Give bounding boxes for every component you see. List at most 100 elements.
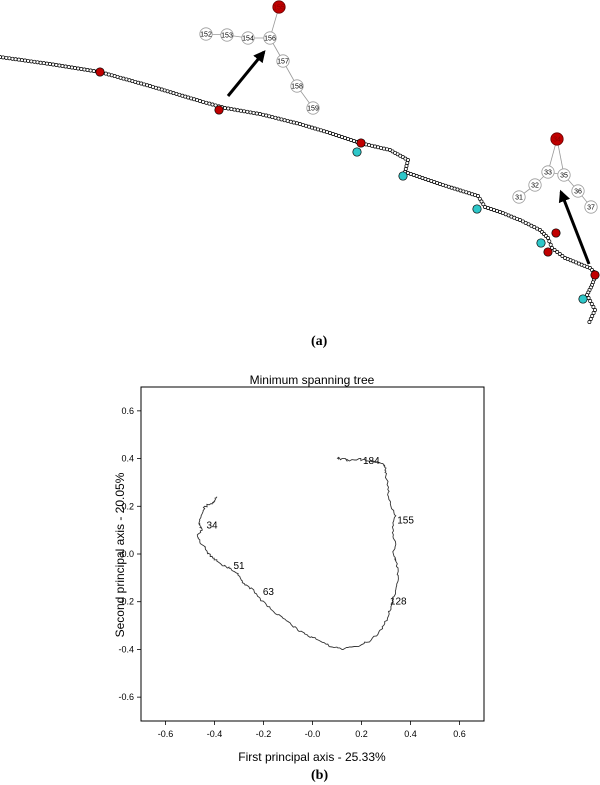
chain-bead-4 [10,56,15,61]
y-tick-label-1: 0.4 [121,454,134,464]
cyan-marker-1 [398,171,408,181]
inset1-node-153 [220,28,234,42]
x-tick-label-4: 0.2 [355,729,368,739]
chain-bead-21 [63,64,68,69]
chain-bead-67 [201,99,206,104]
annotation-184: 184 [363,456,380,467]
chain-bead-12 [35,60,40,65]
chain-bead-77 [232,107,237,112]
chain-bead-29 [88,68,93,73]
cyan-marker-0 [352,147,362,157]
red-marker-1 [214,105,224,115]
x-axis-label: First principal axis - 25.33% [238,750,386,764]
chain-bead-82 [248,110,253,115]
annotation-155: 155 [397,516,414,527]
red-marker-5 [590,270,600,280]
chain-bead-74 [223,106,227,110]
inset2-node-label-33: 33 [544,169,552,176]
node-annotations: 184 155 34 51 63 128 [206,456,414,608]
inset2-node-label-37: 37 [587,204,595,211]
x-tick-label-5: 0.4 [404,729,417,739]
y-tick-label-2: 0.2 [121,501,134,511]
y-axis-ticks: 0.6 0.4 0.2 -0.0 -0.2 -0.4 -0.6 [118,406,141,702]
chain-bead-30 [91,69,96,73]
inset1-node-157 [276,54,290,68]
chain-bead-221 [588,299,593,303]
red-marker-2 [356,138,366,148]
chain-bead-14 [41,61,46,66]
chain-bead-81 [245,109,250,114]
chain-bead-96 [291,120,296,125]
chain-bead-66 [198,99,202,103]
chain-bead-13 [38,60,43,65]
y-axis-label: Second principal axis - 20.05% [113,472,127,637]
y-tick-label-3: -0.0 [118,549,134,559]
chain-bead-75 [226,106,231,111]
inset1-node-154 [241,31,255,45]
chain-bead-27 [82,67,87,72]
inset1-node-label-159: 159 [307,105,319,112]
y-tick-label-5: -0.4 [118,644,134,654]
chain-bead-166 [479,199,484,204]
inset-tree-155: 155 156 154 153 152 157 158 159 [199,0,320,115]
red-marker-3 [551,228,561,238]
chain-bead-26 [79,67,84,71]
inset1-node-label-158: 158 [291,83,303,90]
chain-bead-164 [476,194,480,198]
chain-bead-167 [481,202,486,207]
chain-bead-15 [44,61,49,66]
annotation-34: 34 [206,520,218,531]
chain-bead-78 [235,108,240,113]
y-tick-label-6: -0.6 [118,692,134,702]
chain-bead-86 [261,112,266,117]
chain-bead-18 [54,63,59,67]
chain-bead-93 [282,118,287,123]
chain-beads [0,55,598,324]
chain-bead-2 [4,55,9,60]
inset1-node-label-152: 152 [200,31,212,38]
chain-bead-17 [51,62,56,67]
red-marker-4 [543,247,553,257]
plot-frame [140,386,485,722]
x-tick-label-3: -0.0 [305,729,321,739]
chain-bead-22 [66,65,71,69]
inset1-node-label-157: 157 [277,58,289,65]
inset2-node-label-35: 35 [560,172,568,179]
chain-bead-80 [242,109,247,114]
chain-bead-191 [546,236,550,240]
inset2-node-32 [528,178,542,192]
chain-bead-226 [590,314,595,318]
inset1-node-label-153: 153 [221,32,233,39]
chain-markers [95,67,600,304]
x-tick-label-6: 0.6 [453,729,466,739]
chain-bead-89 [270,115,275,120]
chain-bead-23 [69,65,74,70]
annotation-128: 128 [390,597,407,608]
chain-bead-196 [555,250,560,254]
chain-bead-19 [57,63,62,68]
chain-bead-223 [591,305,596,309]
chain-bead-227 [588,317,593,321]
chain-bead-197 [557,252,562,256]
chain-bead-28 [85,68,90,72]
chain-bead-5 [13,57,18,62]
chain-bead-97 [294,121,299,126]
inset2-arrow [558,189,591,265]
inset1-node-label-156: 156 [264,35,276,42]
inset2-node-label-36: 36 [574,188,582,195]
chain-bead-16 [48,62,52,66]
chain-bead-88 [267,114,272,119]
chain-bead-224 [593,308,597,312]
chain-bead-3 [7,56,12,61]
mst-line [196,456,399,650]
chain-bead-225 [591,311,596,315]
chain-bead-7 [19,58,24,63]
inset2-node-33 [541,165,555,179]
panel-b-chart: Minimum spanning tree First principal ax… [113,373,485,764]
chain-bead-198 [560,254,565,258]
chain-bead-92 [279,117,284,122]
chain-bead-10 [29,59,34,64]
chain-bead-165 [477,196,482,201]
inset2-node-34 [550,132,564,146]
chain-bead-85 [258,112,262,116]
